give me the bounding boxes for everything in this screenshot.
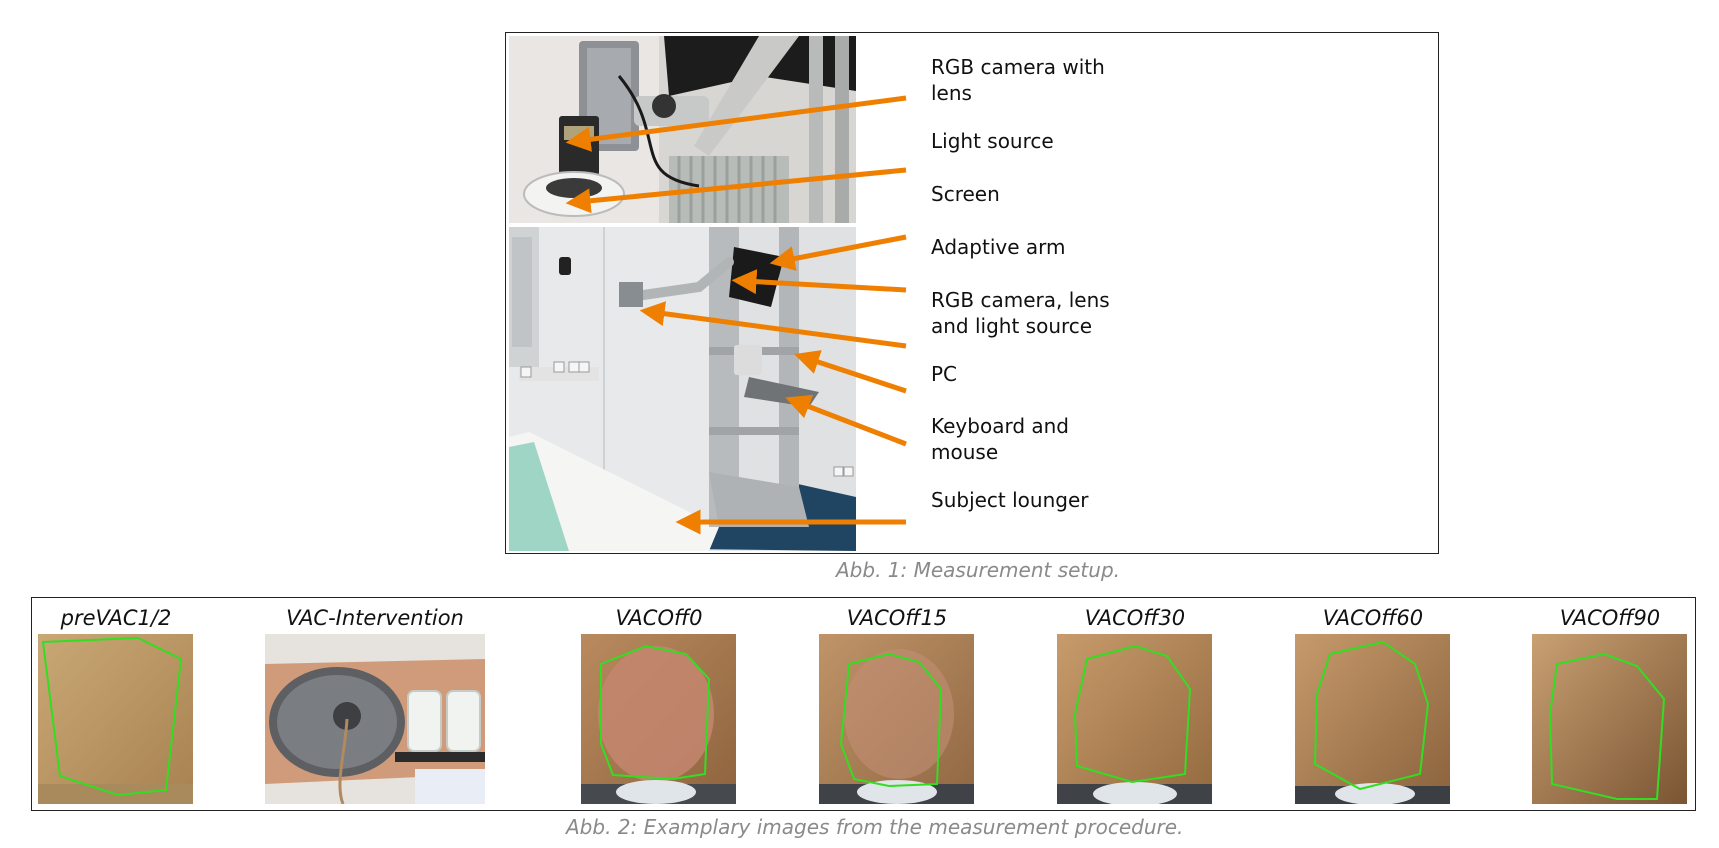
label-rgb-camera-lens-light: RGB camera, lens and light source [931, 288, 1110, 338]
label-screen: Screen [931, 182, 1000, 206]
panel-title: preVAC1/2 [60, 606, 172, 630]
panel-title: VACOff0 [615, 606, 703, 630]
panel-prevac: preVAC1/2 [38, 598, 258, 808]
vac-intervention-image [265, 634, 485, 804]
label-light-source: Light source [931, 129, 1054, 153]
skin-image-vacoff15 [819, 634, 974, 804]
panel-vacoff30: VACOff30 [1057, 598, 1277, 808]
label-subject-lounger: Subject lounger [931, 488, 1089, 512]
room-overview-photo [509, 227, 856, 551]
panel-vacoff60: VACOff60 [1295, 598, 1515, 808]
panel-title: VAC-Intervention [286, 606, 464, 630]
figure-measurement-procedure: preVAC1/2 VAC-Intervention VACOff0 [31, 597, 1696, 811]
panel-title: VACOff90 [1559, 606, 1661, 630]
label-pc: PC [931, 362, 958, 386]
figure2-caption: Abb. 2: Examplary images from the measur… [566, 815, 1184, 839]
panel-title: VACOff60 [1322, 606, 1424, 630]
label-keyboard-mouse: Keyboard and mouse [931, 414, 1069, 464]
skin-image-prevac [38, 634, 193, 804]
panel-vacoff0: VACOff0 [581, 598, 801, 808]
figure-measurement-setup: RGB camera with lens Light source Screen… [505, 32, 1439, 554]
panel-title: VACOff30 [1084, 606, 1186, 630]
skin-image-vacoff90 [1532, 634, 1687, 804]
label-rgb-camera-lens: RGB camera with lens [931, 55, 1105, 105]
panel-vacoff15: VACOff15 [819, 598, 1039, 808]
skin-image-vacoff0 [581, 634, 736, 804]
label-adaptive-arm: Adaptive arm [931, 235, 1066, 259]
panel-title: VACOff15 [846, 606, 948, 630]
panel-vacoff90: VACOff90 [1532, 598, 1719, 808]
skin-image-vacoff30 [1057, 634, 1212, 804]
figure1-caption: Abb. 1: Measurement setup. [836, 558, 1121, 582]
camera-closeup-photo [509, 36, 856, 223]
skin-image-vacoff60 [1295, 634, 1450, 804]
panel-vac-intervention: VAC-Intervention [265, 598, 485, 808]
